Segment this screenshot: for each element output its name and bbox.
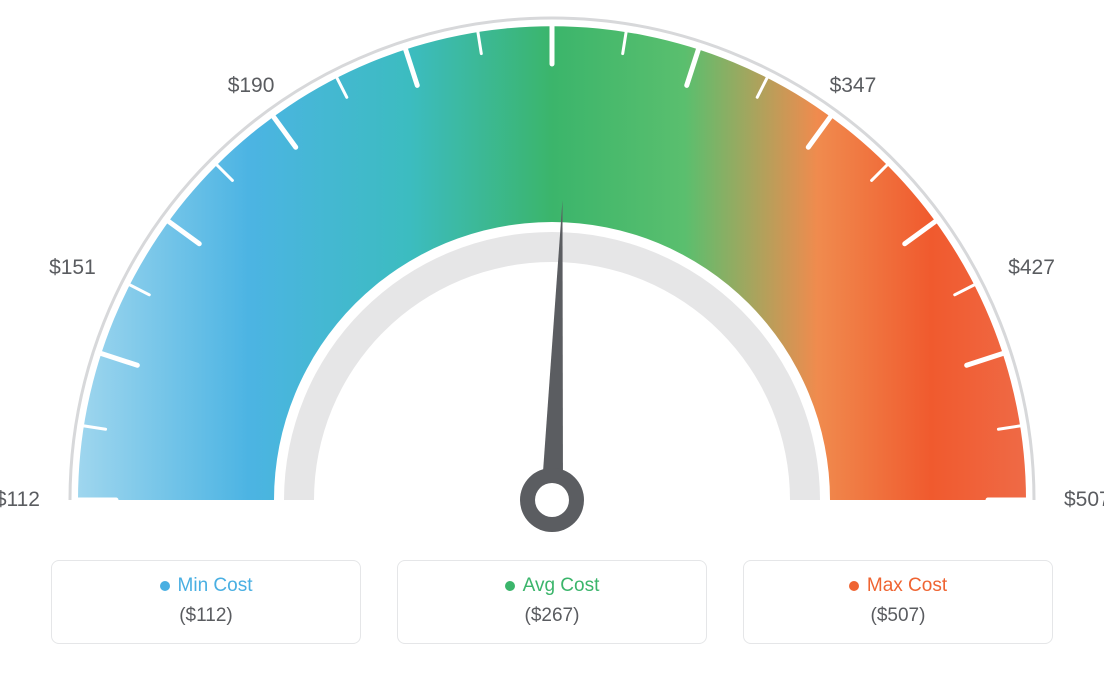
gauge-svg bbox=[0, 0, 1104, 560]
legend-label-max: Max Cost bbox=[867, 575, 947, 597]
legend-title-min: Min Cost bbox=[160, 575, 253, 597]
dot-icon-avg bbox=[505, 581, 515, 591]
legend-card-min: Min Cost ($112) bbox=[51, 560, 361, 644]
legend-row: Min Cost ($112) Avg Cost ($267) Max Cost… bbox=[0, 560, 1104, 644]
scale-label: $112 bbox=[0, 488, 40, 512]
scale-label: $347 bbox=[830, 74, 877, 98]
legend-title-avg: Avg Cost bbox=[505, 575, 600, 597]
gauge-chart: $112$151$190$267$347$427$507 bbox=[0, 0, 1104, 560]
scale-label: $427 bbox=[1008, 256, 1055, 280]
legend-label-avg: Avg Cost bbox=[523, 575, 600, 597]
legend-value-avg: ($267) bbox=[408, 605, 696, 627]
scale-label: $190 bbox=[228, 74, 275, 98]
legend-title-max: Max Cost bbox=[849, 575, 947, 597]
scale-label: $507 bbox=[1064, 488, 1104, 512]
legend-card-avg: Avg Cost ($267) bbox=[397, 560, 707, 644]
dot-icon-max bbox=[849, 581, 859, 591]
legend-card-max: Max Cost ($507) bbox=[743, 560, 1053, 644]
legend-value-min: ($112) bbox=[62, 605, 350, 627]
dot-icon-min bbox=[160, 581, 170, 591]
legend-value-max: ($507) bbox=[754, 605, 1042, 627]
legend-label-min: Min Cost bbox=[178, 575, 253, 597]
scale-label: $151 bbox=[49, 256, 96, 280]
